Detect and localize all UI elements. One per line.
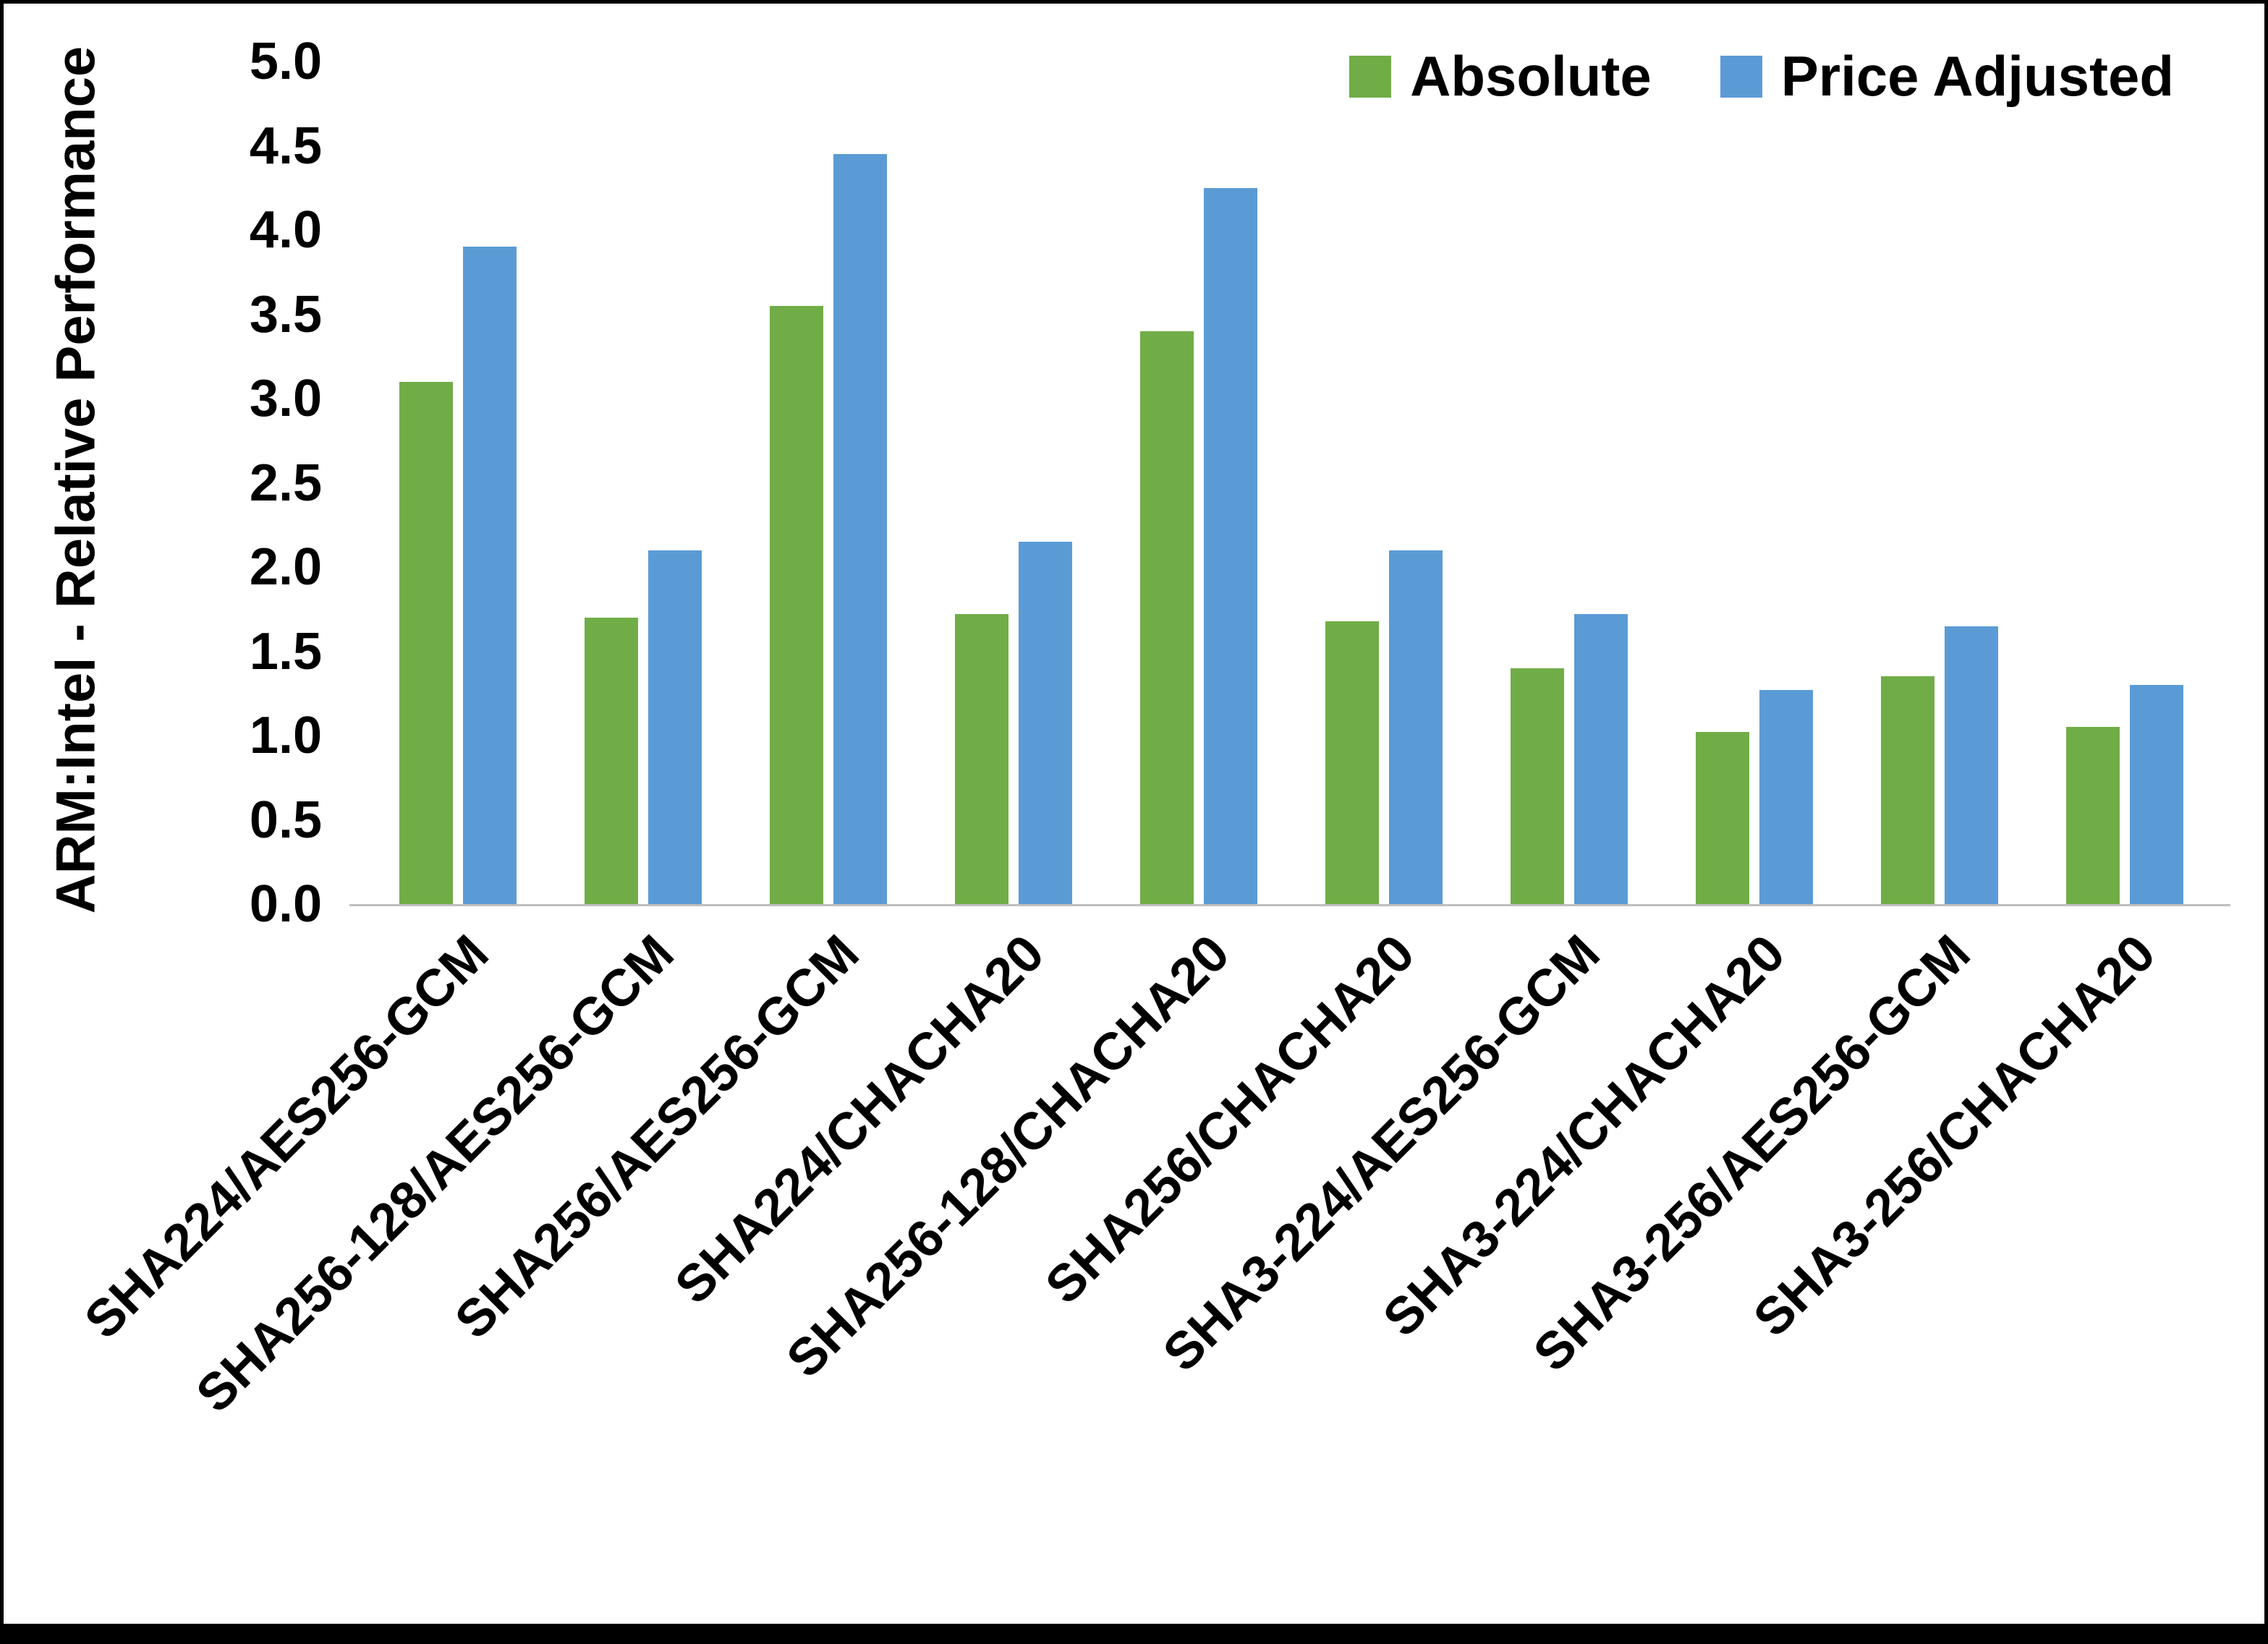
y-axis-tick-label: 4.0 [249,201,322,259]
bar-group [1106,61,1291,904]
bar-group [365,61,551,904]
bar-absolute [1140,331,1194,904]
y-axis-tick-label: 0.5 [249,791,322,849]
y-axis-tick-label: 2.0 [249,538,322,596]
bar-price-adjusted [833,154,887,904]
legend-label: Price Adjusted [1780,44,2174,108]
y-axis-tick-label: 3.5 [249,285,322,344]
legend-swatch-icon [1720,55,1762,98]
bar-price-adjusted [1574,614,1628,904]
y-axis-tick-label: 1.0 [249,707,322,764]
bar-price-adjusted [1204,187,1257,904]
bar-absolute [1881,676,1934,904]
bar-price-adjusted [463,247,517,904]
bar-price-adjusted [2130,685,2183,904]
bar-group [736,61,921,904]
y-axis-tick-label: 1.5 [249,622,322,681]
bar-price-adjusted [1019,542,1072,904]
bar-price-adjusted [648,550,702,904]
bar-group [1477,61,1662,904]
bar-group [551,61,736,904]
plot-area [365,61,2217,904]
bar-absolute [2066,727,2120,904]
bar-absolute [955,614,1008,904]
bar-absolute [1325,621,1379,904]
bar-price-adjusted [1759,690,1813,904]
legend-swatch-icon [1349,55,1392,98]
x-axis-line [349,904,2230,906]
y-axis-tick-label: 4.5 [249,116,322,175]
bar-group [1291,61,1477,904]
bar-price-adjusted [1945,626,1998,904]
y-axis-tick-label: 2.5 [249,453,322,512]
bar-absolute [1511,668,1564,904]
legend-label: Absolute [1410,44,1652,108]
legend-item-price-adjusted: Price Adjusted [1720,43,2174,109]
bar-group [1847,61,2032,904]
bar-price-adjusted [1389,550,1443,904]
x-axis-category-label: SHA256/CHACHA20 [1034,924,1426,1316]
x-axis-category-label: SHA224/CHACHA20 [663,924,1056,1316]
bar-group [2032,61,2217,904]
legend-item-absolute: Absolute [1349,43,1652,109]
bar-group [1662,61,1847,904]
bar-absolute [770,305,823,904]
y-axis-tick-label: 3.0 [249,370,322,427]
bar-absolute [585,617,638,904]
bar-absolute [1696,732,1749,904]
y-axis-tick-label: 0.0 [249,875,322,933]
bar-group [921,61,1106,904]
y-axis-tick-label: 5.0 [249,33,322,90]
x-axis-labels: SHA224/AES256-GCM SHA256-128/AES256-GCM SH… [74,924,2217,1423]
bar-absolute [399,381,453,904]
y-axis-ticks: 5.0 4.5 4.0 3.5 3.0 2.5 2.0 1.5 1.0 0.5 0.0 [4,33,344,933]
legend: Absolute Price Adjusted [1349,43,2174,109]
